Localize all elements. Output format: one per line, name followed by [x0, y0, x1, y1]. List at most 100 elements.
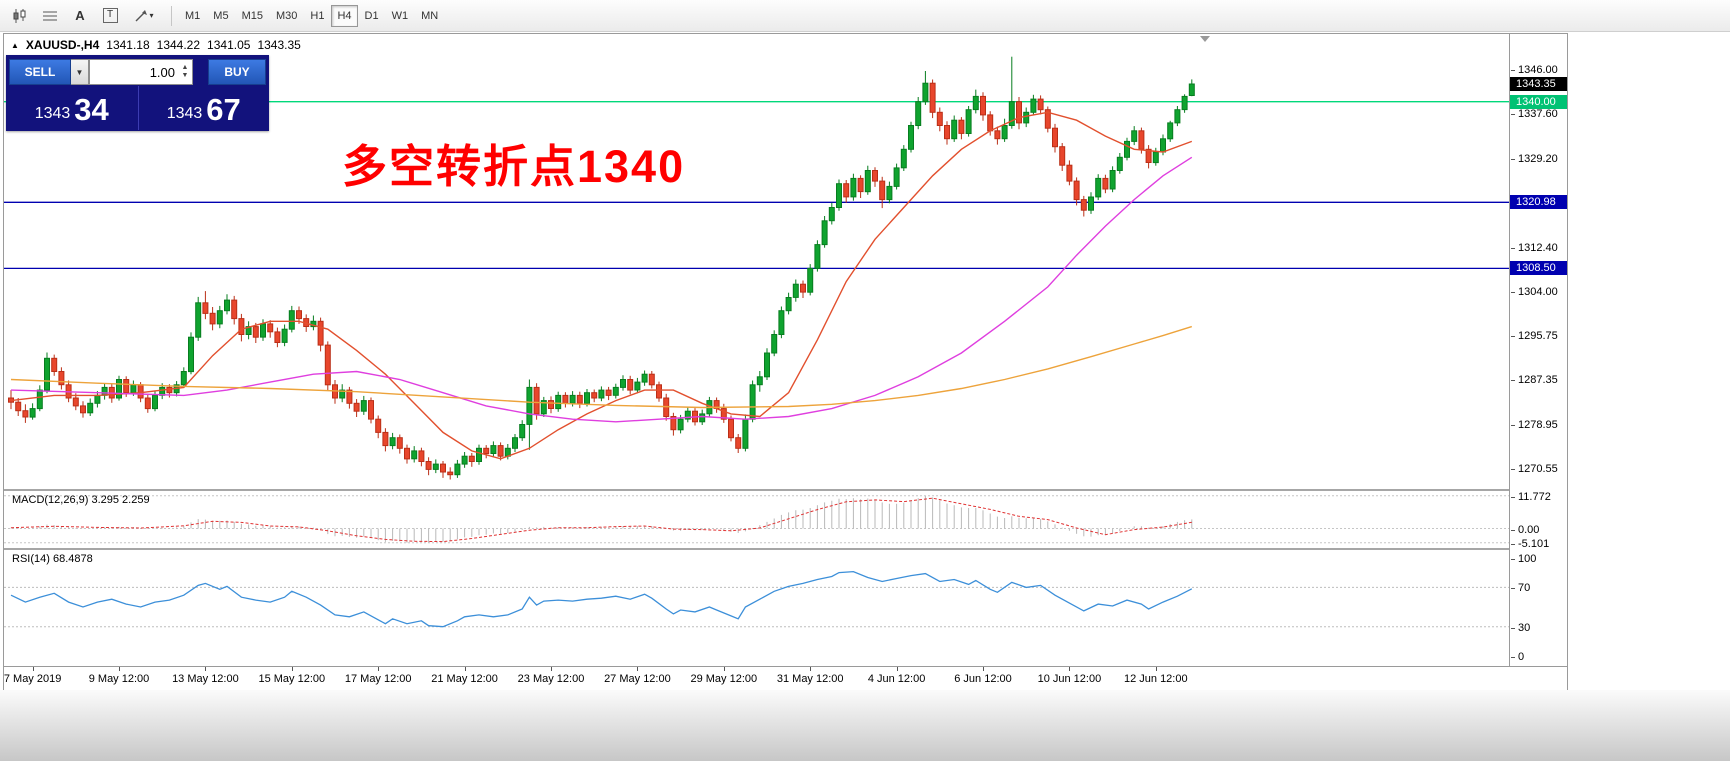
- text-label-glyph: T: [102, 8, 118, 23]
- time-axis-label: 31 May 12:00: [776, 673, 844, 685]
- rsi-indicator-label: RSI(14) 68.4878: [12, 553, 93, 565]
- rsi-tick-label: 0: [1510, 650, 1524, 664]
- pane-separator[interactable]: [4, 548, 1567, 550]
- price-badge-blue-line: 1320.98: [1510, 195, 1567, 210]
- price-tick-label: 1287.35: [1510, 373, 1558, 387]
- price-tick-label: 1304.00: [1510, 285, 1558, 299]
- price-tick-label: 1337.60: [1510, 107, 1558, 121]
- chart-shift-marker[interactable]: [1200, 36, 1210, 42]
- timeframe-button-d1[interactable]: D1: [364, 9, 379, 22]
- macd-indicator-label: MACD(12,26,9) 3.295 2.259: [12, 494, 150, 506]
- price-tick-label: 1278.95: [1510, 418, 1558, 432]
- volume-dropdown-button[interactable]: ▼: [71, 59, 89, 85]
- chart-window: ▲ XAUUSD-,H4 1341.18 1344.22 1341.05 134…: [3, 33, 1568, 690]
- price-tick-label: 1329.20: [1510, 152, 1558, 166]
- sell-price-display[interactable]: 1343 34: [6, 86, 138, 130]
- macd-tick-label: 11.772: [1510, 490, 1551, 504]
- volume-input[interactable]: [90, 63, 178, 81]
- rsi-line: [10, 570, 1193, 628]
- text-label-tool-icon[interactable]: T: [96, 3, 124, 29]
- buy-button[interactable]: BUY: [208, 59, 266, 85]
- timeframe-button-w1[interactable]: W1: [391, 9, 409, 22]
- buy-price-pips: 67: [206, 92, 241, 127]
- ohlc-header: ▲ XAUUSD-,H4 1341.18 1344.22 1341.05 134…: [11, 38, 301, 52]
- sell-button[interactable]: SELL: [9, 59, 71, 85]
- price-scale[interactable]: 1346.00 1337.60 1329.20 1312.40 1304.00 1295.…: [1509, 34, 1567, 666]
- time-axis-label: 17 May 12:00: [344, 673, 412, 685]
- rsi-tick-label: 70: [1510, 581, 1530, 595]
- shapes-dropdown-icon[interactable]: ▾: [126, 3, 162, 29]
- time-axis-label: 6 Jun 12:00: [954, 673, 1012, 685]
- timeframe-button-h1[interactable]: H1: [310, 9, 325, 22]
- time-tick: [378, 667, 380, 671]
- time-tick: [1069, 667, 1071, 671]
- price-tick-label: 1312.40: [1510, 241, 1558, 255]
- time-tick: [551, 667, 552, 671]
- time-tick: [637, 667, 639, 671]
- timeframe-button-mn[interactable]: MN: [421, 9, 439, 22]
- workspace-bottom-area: [0, 690, 1730, 761]
- timeframe-buttons: M1 M5 M15 M30 H1 H4 D1 W1 MN: [179, 4, 445, 27]
- rsi-pane-svg[interactable]: [4, 550, 1509, 666]
- price-chart-svg[interactable]: [4, 34, 1509, 489]
- time-tick: [119, 667, 120, 671]
- macd-signal-line: [10, 497, 1192, 543]
- symbol-label: XAUUSD-,H4: [25, 38, 100, 52]
- buy-price-main: 1343: [166, 105, 203, 122]
- time-axis-label: 29 May 12:00: [690, 673, 758, 685]
- time-axis-label: 13 May 12:00: [172, 673, 239, 685]
- sell-price-main: 1343: [34, 105, 71, 122]
- buy-price-display[interactable]: 1343 67: [137, 86, 270, 130]
- time-tick: [896, 667, 898, 671]
- timeframe-button-m1[interactable]: M1: [185, 9, 201, 22]
- text-cursor-glyph: A: [75, 8, 85, 23]
- macd-pane-svg[interactable]: [4, 491, 1509, 548]
- sell-button-label: SELL: [24, 65, 56, 79]
- time-axis-label: 12 Jun 12:00: [1123, 673, 1188, 685]
- toolbar-separator: [171, 5, 172, 26]
- time-axis-label: 23 May 12:00: [517, 673, 585, 685]
- ma_mid-line: [10, 156, 1193, 423]
- rsi-tick-label: 30: [1510, 621, 1530, 635]
- text-cursor-tool-icon[interactable]: A: [66, 3, 94, 29]
- time-axis-label: 9 May 12:00: [88, 673, 150, 685]
- ma_slow-line: [10, 325, 1193, 409]
- low-value: 1341.05: [207, 38, 251, 52]
- one-click-trading-panel: SELL ▼ ▲ ▼ BUY 1343 34: [6, 55, 269, 131]
- time-tick: [205, 667, 207, 671]
- trend-up-icon: ▲: [11, 40, 19, 50]
- time-axis-label: 21 May 12:00: [431, 673, 498, 685]
- volume-spin-up-icon[interactable]: ▲: [181, 64, 189, 71]
- close-value: 1343.35: [257, 38, 301, 52]
- time-tick: [723, 667, 725, 671]
- volume-spinner: ▲ ▼: [178, 60, 192, 84]
- candlestick-tool-icon[interactable]: [6, 3, 34, 29]
- time-axis-label: 10 Jun 12:00: [1037, 673, 1102, 685]
- timeframe-button-m30[interactable]: M30: [275, 9, 298, 22]
- price-badge-green-line: 1340.00: [1510, 94, 1567, 109]
- time-axis-label: 4 Jun 12:00: [867, 673, 926, 685]
- dropdown-caret-icon: ▾: [149, 11, 154, 20]
- gridlines-tool-icon[interactable]: [36, 3, 64, 29]
- buy-button-label: BUY: [224, 65, 250, 79]
- price-tick-label: 1346.00: [1510, 63, 1558, 77]
- timeframe-button-h4[interactable]: H4: [331, 4, 358, 27]
- pane-separator[interactable]: [4, 489, 1567, 491]
- ma_fast-line: [10, 111, 1193, 460]
- time-tick: [291, 667, 293, 671]
- timeframe-button-m15[interactable]: M15: [241, 9, 263, 22]
- time-axis-label: 7 May 2019: [3, 673, 62, 685]
- rsi-tick-label: 100: [1510, 552, 1536, 566]
- timeframe-button-m5[interactable]: M5: [213, 9, 229, 22]
- macd-histogram: [10, 496, 1193, 543]
- macd-tick-label: -5.101: [1510, 537, 1549, 551]
- high-value: 1344.22: [156, 38, 201, 52]
- chart-annotation-text: 多空转折点1340: [342, 141, 686, 192]
- price-tick-label: 1295.75: [1510, 329, 1558, 343]
- time-tick: [983, 667, 984, 671]
- time-tick: [1155, 667, 1157, 671]
- time-axis[interactable]: 7 May 2019 9 May 12:00 13 May 12:00 15 May …: [4, 666, 1567, 690]
- open-value: 1341.18: [106, 38, 150, 52]
- volume-spin-down-icon[interactable]: ▼: [181, 72, 189, 79]
